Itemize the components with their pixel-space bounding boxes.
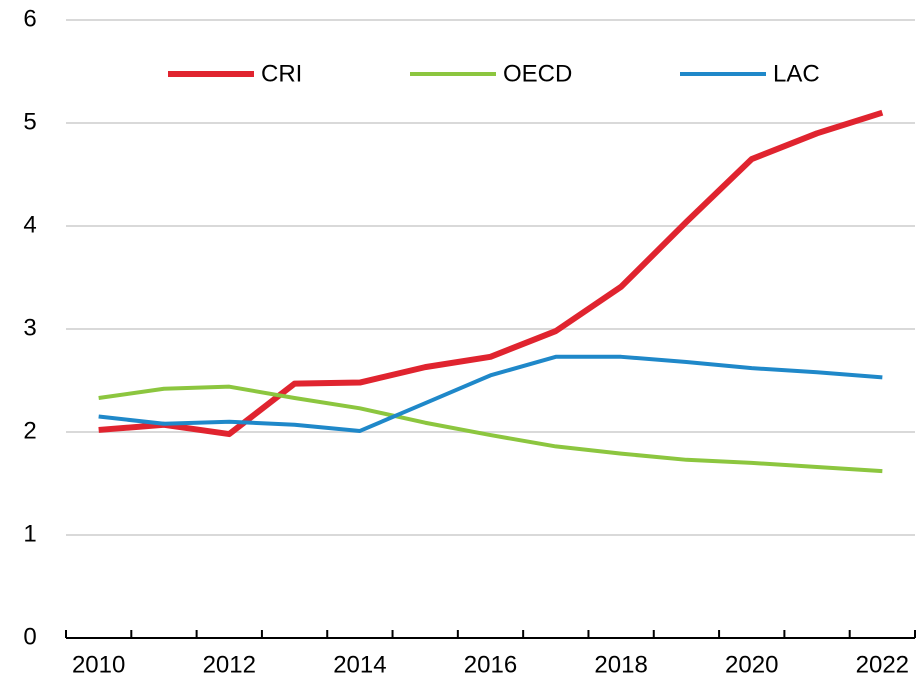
x-tick-label: 2018 xyxy=(594,651,647,678)
y-tick-label: 3 xyxy=(23,314,36,341)
x-tick-label: 2022 xyxy=(856,651,909,678)
x-tick-label: 2020 xyxy=(725,651,778,678)
series-line xyxy=(98,384,883,474)
y-tick-label: 4 xyxy=(23,211,36,238)
x-tick-label: 2010 xyxy=(72,651,125,678)
x-tick-label: 2012 xyxy=(203,651,256,678)
series-line xyxy=(98,354,883,433)
y-tick-label: 6 xyxy=(23,5,36,32)
y-tick-label: 0 xyxy=(23,623,36,650)
y-tick-label: 1 xyxy=(23,520,36,547)
y-tick-label: 5 xyxy=(23,108,36,135)
y-tick-label: 2 xyxy=(23,417,36,444)
legend-label: OECD xyxy=(503,60,572,87)
series-line xyxy=(98,109,884,438)
x-tick-label: 2016 xyxy=(464,651,517,678)
x-tick-label: 2014 xyxy=(333,651,386,678)
legend-label: CRI xyxy=(261,60,302,87)
legend-label: LAC xyxy=(773,60,820,87)
